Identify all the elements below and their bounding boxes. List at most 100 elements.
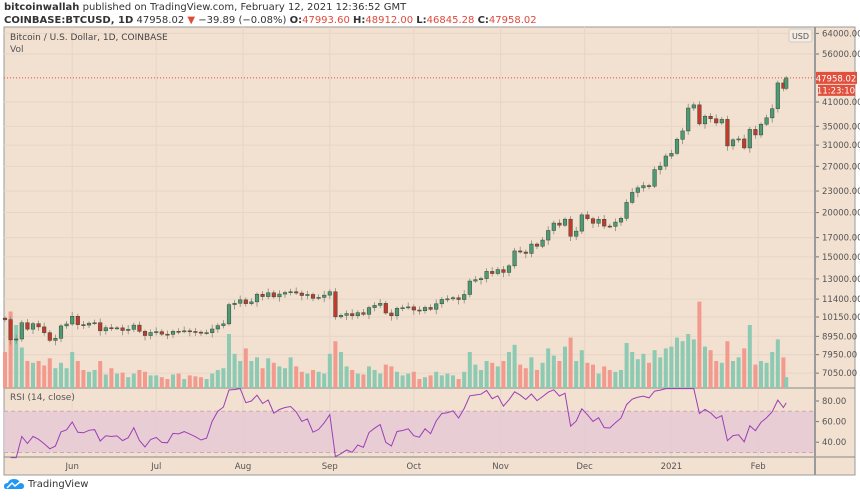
candle bbox=[669, 153, 674, 157]
volume-bar bbox=[512, 344, 517, 388]
volume-bar bbox=[137, 370, 142, 388]
volume-bar bbox=[775, 339, 780, 388]
candle bbox=[607, 225, 612, 228]
volume-bar bbox=[624, 343, 629, 388]
volume-bar bbox=[255, 357, 259, 388]
volume-bar bbox=[736, 357, 741, 388]
volume-bar bbox=[215, 370, 220, 388]
volume-bar bbox=[176, 373, 181, 388]
volume-bar bbox=[607, 370, 612, 388]
candle bbox=[784, 77, 789, 89]
candle bbox=[36, 323, 41, 328]
candle bbox=[310, 294, 316, 299]
candle bbox=[25, 322, 30, 330]
candle bbox=[518, 250, 523, 253]
candle bbox=[338, 315, 344, 318]
volume-bar bbox=[630, 352, 635, 388]
volume-bar bbox=[456, 379, 461, 388]
candle bbox=[400, 307, 405, 309]
candle bbox=[176, 331, 181, 333]
volume-bar bbox=[680, 341, 685, 388]
price-tick-label: 35000.00 bbox=[822, 122, 860, 132]
candle bbox=[226, 304, 232, 325]
volume-bar bbox=[770, 352, 775, 388]
volume-bar bbox=[182, 379, 187, 388]
volume-bar bbox=[53, 368, 58, 388]
candle bbox=[484, 271, 489, 279]
candle bbox=[383, 303, 388, 314]
rsi-label: RSI (14, close) bbox=[10, 393, 75, 403]
candle bbox=[238, 299, 243, 304]
candle bbox=[221, 323, 226, 326]
volume-bar bbox=[355, 373, 360, 388]
volume-bar bbox=[187, 375, 192, 388]
volume-bar bbox=[467, 352, 472, 388]
candle bbox=[635, 187, 640, 193]
candle bbox=[439, 299, 444, 305]
candle bbox=[753, 129, 758, 136]
candle bbox=[546, 230, 551, 241]
candle bbox=[624, 202, 629, 219]
candle bbox=[411, 306, 416, 311]
candle bbox=[473, 279, 478, 282]
currency-button[interactable] bbox=[788, 28, 813, 43]
candle bbox=[75, 316, 80, 325]
volume-bar bbox=[719, 362, 724, 388]
time-tick-label: 2021 bbox=[661, 462, 683, 472]
volume-bar bbox=[210, 373, 215, 388]
candle bbox=[596, 218, 601, 224]
volume-bar bbox=[529, 357, 534, 388]
candle bbox=[277, 293, 282, 298]
brand-name: TradingView bbox=[28, 478, 89, 490]
volume-bar bbox=[227, 334, 231, 388]
candle bbox=[697, 104, 702, 125]
volume-bar bbox=[204, 379, 209, 388]
symbol: COINBASE:BTCUSD, 1D bbox=[4, 15, 134, 26]
candle bbox=[540, 239, 545, 247]
candle bbox=[2, 317, 8, 320]
candle bbox=[523, 251, 528, 254]
candle bbox=[585, 214, 590, 219]
volume-bar bbox=[75, 361, 80, 388]
volume-bar bbox=[540, 362, 545, 388]
candle bbox=[109, 327, 114, 329]
volume-bar bbox=[159, 377, 164, 388]
last-price: 47958.02 bbox=[136, 15, 185, 26]
price-tick-label: 10150.00 bbox=[822, 313, 860, 323]
candle bbox=[70, 316, 75, 325]
volume-bar bbox=[731, 361, 735, 388]
volume-bar bbox=[361, 374, 366, 388]
price-tick-label: 7050.00 bbox=[822, 369, 857, 379]
time-tick-label: Nov bbox=[492, 462, 509, 472]
candle bbox=[170, 331, 176, 335]
rsi-tick-label: 60.00 bbox=[822, 418, 846, 428]
candle bbox=[646, 185, 652, 187]
volume-bar bbox=[316, 371, 321, 388]
candle bbox=[372, 305, 377, 308]
volume-bar bbox=[271, 362, 276, 388]
candle bbox=[478, 278, 484, 280]
price-tick-label: 64000.00 bbox=[822, 29, 860, 39]
candle bbox=[428, 307, 433, 310]
candle bbox=[378, 303, 383, 306]
candle bbox=[271, 292, 276, 298]
candle bbox=[730, 139, 736, 147]
high-value: 48912.00 bbox=[365, 15, 414, 26]
volume-bar bbox=[652, 350, 657, 388]
candle bbox=[103, 327, 108, 332]
volume-bar bbox=[462, 371, 467, 388]
candle bbox=[613, 221, 618, 227]
price-tick-label: 11400.00 bbox=[822, 295, 860, 305]
volume-bar bbox=[42, 365, 47, 388]
candle bbox=[758, 123, 764, 136]
candle bbox=[579, 214, 584, 232]
down-arrow-icon: ▼ bbox=[187, 15, 196, 26]
candle bbox=[495, 269, 500, 274]
volume-bar bbox=[283, 368, 287, 388]
candle bbox=[747, 129, 752, 149]
volume-bar bbox=[507, 352, 511, 388]
candle bbox=[719, 119, 724, 124]
volume-bar bbox=[3, 352, 7, 388]
candle bbox=[417, 309, 422, 312]
